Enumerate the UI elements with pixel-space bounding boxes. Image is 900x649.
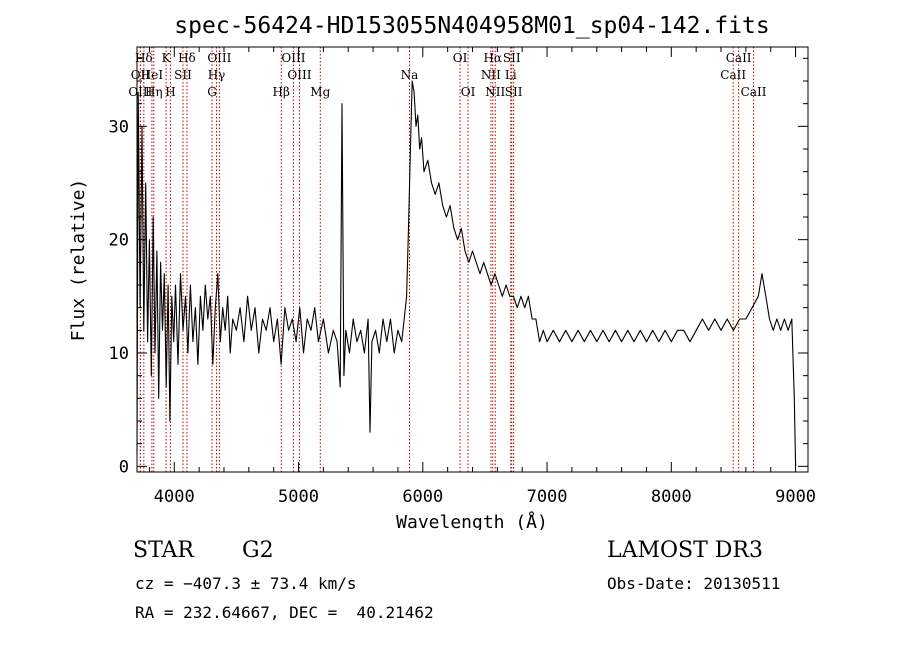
x-tick-label: 6000 — [402, 487, 443, 507]
obs-date: Obs-Date: 20130511 — [607, 574, 781, 593]
x-tick-label: 9000 — [775, 487, 816, 507]
line-label: OIII — [281, 51, 305, 65]
line-label: Hγ — [208, 68, 226, 82]
line-label: G — [207, 85, 217, 99]
x-tick-label: 4000 — [154, 487, 195, 507]
redshift-cz: cz = −407.3 ± 73.4 km/s — [135, 574, 357, 593]
line-label: OIII — [207, 51, 231, 65]
line-label: Hη — [145, 85, 163, 99]
line-label: SII — [503, 51, 521, 65]
line-label: Na — [401, 68, 419, 82]
survey-name: LAMOST DR3 — [607, 538, 763, 563]
coordinates: RA = 232.64667, DEC = 40.21462 — [135, 603, 434, 622]
y-axis: 0 10 20 30 — [109, 57, 808, 477]
line-label: HeI — [141, 68, 164, 82]
line-label: CaII — [726, 51, 752, 65]
line-label: SII — [174, 68, 192, 82]
line-label: K — [162, 51, 172, 65]
x-axis: 4000 5000 6000 7000 8000 9000 — [148, 47, 816, 507]
line-label: NII — [485, 85, 505, 99]
line-label: OIII — [287, 68, 311, 82]
marker-lines — [139, 47, 755, 472]
line-label: CaII — [720, 68, 746, 82]
x-tick-label: 7000 — [527, 487, 568, 507]
line-label: CaII — [741, 85, 767, 99]
line-label: Hδ — [135, 51, 153, 65]
line-label: OI — [461, 85, 476, 99]
line-label: H — [165, 85, 175, 99]
line-label: OIII — [128, 85, 152, 99]
line-label: NII — [481, 68, 501, 82]
y-tick-label: 30 — [109, 117, 129, 137]
y-axis-label: Flux (relative) — [68, 179, 89, 342]
line-label: Hβ — [273, 85, 290, 99]
line-label: SII — [505, 85, 523, 99]
y-tick-label: 10 — [109, 344, 129, 364]
y-tick-label: 0 — [119, 457, 129, 477]
chart-title: spec-56424-HD153055N404958M01_sp04-142.f… — [174, 13, 769, 39]
x-axis-label: Wavelength (Å) — [396, 511, 548, 530]
line-label: Hδ — [178, 51, 196, 65]
x-tick-label: 8000 — [651, 487, 692, 507]
x-tick-label: 5000 — [278, 487, 319, 507]
line-label: OI — [453, 51, 468, 65]
line-label: OII — [131, 68, 151, 82]
object-subclass: G2 — [242, 538, 274, 563]
line-label: Mg — [310, 85, 330, 99]
y-tick-label: 20 — [109, 231, 129, 251]
spectrum-figure: spec-56424-HD153055N404958M01_sp04-142.f… — [68, 13, 816, 530]
line-label: Li — [505, 68, 517, 82]
object-class: STAR — [133, 538, 194, 563]
plot-frame — [136, 46, 809, 473]
line-label: Hα — [483, 51, 502, 65]
spectrum-line — [136, 80, 797, 467]
